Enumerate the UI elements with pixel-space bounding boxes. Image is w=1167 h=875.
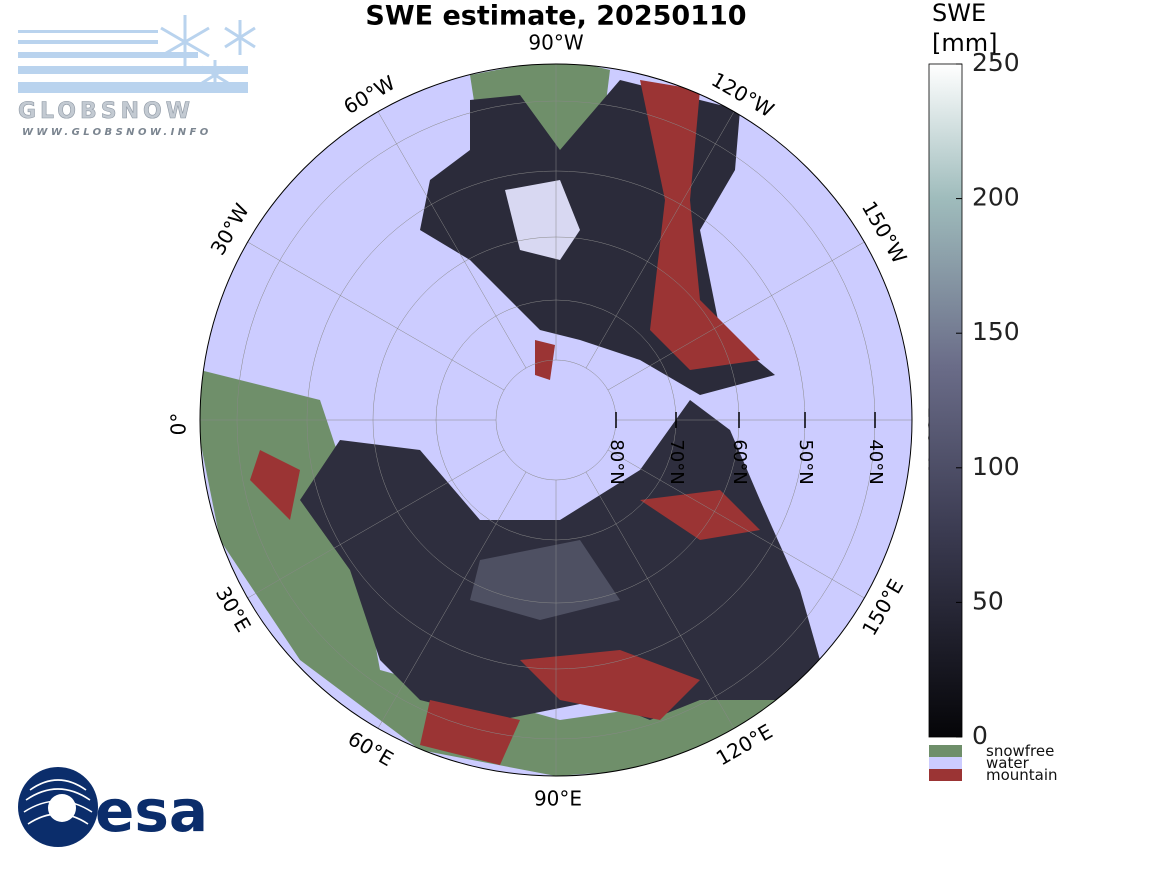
- colorbar-tick-label: 50: [972, 586, 1004, 615]
- colorbar-label: SWE: [932, 0, 986, 27]
- meridian: [247, 449, 505, 599]
- graticule: [200, 64, 912, 776]
- meridian: [377, 111, 527, 369]
- logo-stripe: [18, 66, 248, 74]
- logo-stripe: [18, 40, 158, 44]
- snowflake: [160, 15, 256, 90]
- colorbar-tick-label: 200: [972, 183, 1020, 212]
- legend-label: water: [986, 754, 1030, 772]
- lon-label: 90°W: [528, 31, 583, 55]
- lon-label: 90°E: [534, 787, 582, 811]
- lat-label: 70°N: [666, 439, 687, 484]
- logo-stripe: [18, 52, 198, 58]
- lat-label: 80°N: [606, 439, 627, 484]
- esa-emblem-core: [48, 794, 76, 822]
- lon-label: 0°: [167, 413, 191, 436]
- meridian: [585, 111, 735, 369]
- snowfree-land: [200, 370, 800, 776]
- mountain: [250, 450, 300, 520]
- colorbar-tick-label: 250: [972, 48, 1020, 77]
- esa-text: esa: [95, 777, 208, 845]
- colorbar-tick-label: 0: [972, 721, 988, 750]
- logo-stripe: [18, 82, 248, 93]
- mountain: [520, 650, 700, 720]
- legend-swatch: [929, 769, 962, 781]
- mountain: [420, 700, 520, 765]
- meridian: [377, 471, 527, 729]
- colorbar-label: [mm]: [932, 29, 997, 57]
- colorbar-gradient: [928, 63, 963, 738]
- legend-swatch: [929, 757, 962, 769]
- mountain: [640, 490, 760, 540]
- map-border: [199, 63, 913, 777]
- legend-swatch: [929, 745, 962, 757]
- colorbar-tick-label: 100: [972, 452, 1020, 481]
- meridian: [607, 449, 865, 599]
- lat-label: 40°N: [865, 439, 886, 484]
- map: [199, 63, 913, 777]
- colorbar-tick-label: 150: [972, 317, 1020, 346]
- globsnow-url: WWW.GLOBSNOW.INFO: [22, 127, 212, 138]
- lat-label: 50°N: [795, 439, 816, 484]
- esa-emblem-lines: [23, 779, 93, 825]
- logo-stripe: [18, 30, 158, 33]
- mountain: [640, 80, 760, 370]
- lat-label: 60°N: [729, 439, 750, 484]
- snow-land: [470, 540, 620, 620]
- meridian: [607, 241, 865, 391]
- meridian: [585, 471, 735, 729]
- title: SWE estimate, 20250110: [365, 1, 746, 32]
- globsnow-text: GLOBSNOW: [18, 99, 194, 124]
- legend-label: mountain: [986, 766, 1058, 784]
- colorbar: SWE [mm] 0 50 100 150 200 250 snowfreewatermou…: [928, 0, 1058, 784]
- globsnow-logo: GLOBSNOW WWW.GLOBSNOW.INFO: [18, 15, 256, 138]
- legend-label: snowfree: [986, 742, 1054, 760]
- meridian: [247, 241, 505, 391]
- mountain: [535, 340, 555, 380]
- esa-logo: esa: [18, 767, 208, 847]
